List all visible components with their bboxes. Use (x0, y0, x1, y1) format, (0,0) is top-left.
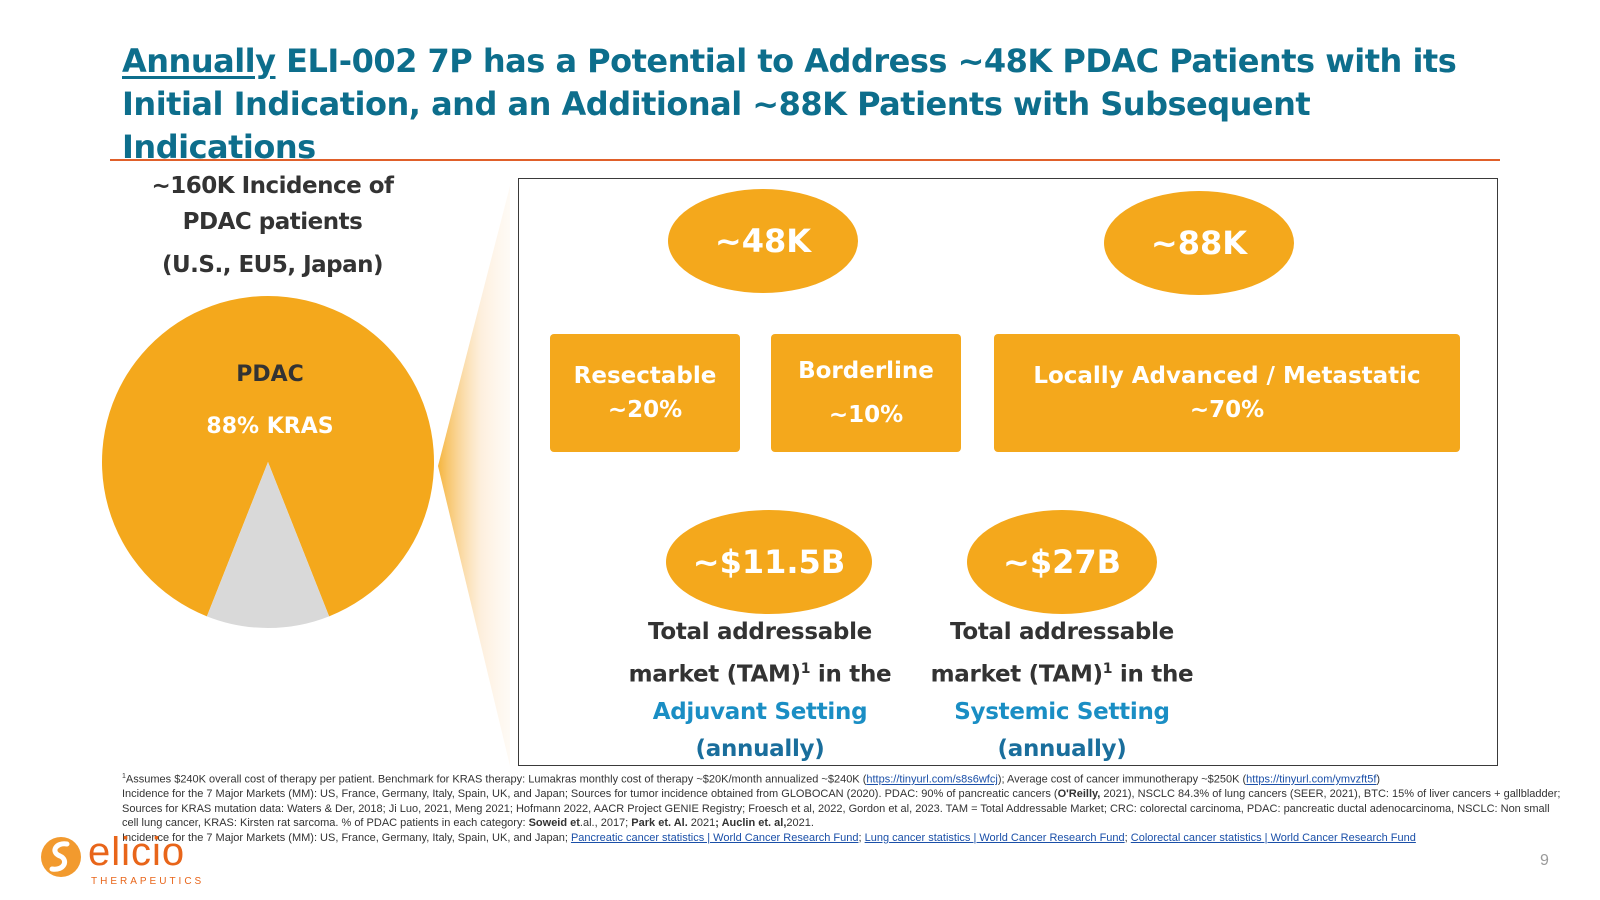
oval-48k: ~48K (668, 189, 858, 293)
footnote-2-text-e: 2021. (786, 817, 814, 830)
market-panel (518, 178, 1498, 766)
tam-adjuvant-annually: (annually) (695, 735, 825, 762)
link-lung-stats[interactable]: Lung cancer statistics | World Cancer Re… (864, 831, 1125, 844)
footnote-2-bold-3: Park et. Al. (631, 817, 688, 830)
tam-adjuvant-text: Total addressable market (TAM)1 in the A… (610, 614, 910, 768)
footnote-2-bold-4: ; Auclin et. al, (715, 817, 787, 830)
logo-wordmark: elicio (88, 830, 186, 874)
footnote-1-text-b: ); Average cost of cancer immunotherapy … (997, 773, 1247, 786)
footnote-2-bold-1: O'Reilly, (1057, 788, 1101, 801)
elicio-logo-icon (41, 837, 81, 877)
logo-subtitle: THERAPEUTICS (91, 876, 205, 887)
tam-adjuvant-market: market (TAM) (628, 661, 801, 688)
oval-88k: ~88K (1104, 191, 1294, 295)
footnote-3-text: Incidence for the 7 Major Markets (MM): … (122, 831, 571, 844)
borderline-name: Borderline (798, 358, 934, 384)
pie-label-pdac: PDAC (236, 362, 304, 387)
title-underlined-word: Annually (122, 42, 276, 80)
box-resectable: Resectable ~20% (550, 334, 740, 452)
incidence-heading: ~160K Incidence of PDAC patients (U.S., … (105, 168, 440, 280)
tam-adjuvant-in-the: in the (810, 661, 892, 688)
footnote-3-sep-2: ; (1124, 831, 1131, 844)
footnote-1-text-a: Assumes $240K overall cost of therapy pe… (125, 773, 867, 786)
box-locally-advanced: Locally Advanced / Metastatic ~70% (994, 334, 1460, 452)
tam-adjuvant-footnote-ref: 1 (800, 661, 811, 677)
incidence-line-2: PDAC patients (182, 209, 363, 235)
tam-adjuvant-line1: Total addressable (648, 619, 872, 645)
footnotes: 1Assumes $240K overall cost of therapy p… (122, 770, 1562, 845)
footnote-1-marker: 1 (122, 773, 126, 780)
tam-systemic-in-the: in the (1112, 661, 1194, 688)
pie-slice-kras (102, 296, 435, 617)
pie-slice-other (206, 462, 330, 629)
tam-adjuvant-line2: market (TAM)1 in the (610, 651, 910, 694)
footnote-1-text-c: ) (1376, 773, 1381, 786)
zoom-wedge (438, 186, 510, 766)
borderline-pct: ~10% (828, 402, 904, 428)
tam-systemic-line2: market (TAM)1 in the (912, 651, 1212, 694)
footnote-2-bold-2: Soweid et (528, 817, 580, 830)
link-lumakras-cost[interactable]: https://tinyurl.com/s8s6wfcj (866, 773, 998, 786)
page-number: 9 (1540, 852, 1549, 869)
oval-tam-systemic: ~$27B (967, 510, 1157, 614)
tam-systemic-market: market (TAM) (930, 661, 1103, 688)
footnote-2: Incidence for the 7 Major Markets (MM): … (122, 787, 1562, 831)
footnote-2-text-c: .al., 2017; (579, 817, 632, 830)
incidence-line-1: ~160K Incidence of (151, 173, 394, 199)
footnote-3: Incidence for the 7 Major Markets (MM): … (122, 831, 1562, 846)
link-colorectal-stats[interactable]: Colorectal cancer statistics | World Can… (1130, 831, 1416, 844)
advanced-name: Locally Advanced / Metastatic (1033, 363, 1421, 389)
title-text: ELI-002 7P has a Potential to Address ~4… (122, 42, 1457, 166)
tam-systemic-setting: Systemic Setting (954, 698, 1170, 725)
footnote-2-text-b: 2021), NSCLC 84.3% of lung cancers (SEER… (122, 788, 1561, 830)
footnote-2-text-a: Incidence for the 7 Major Markets (MM): … (122, 788, 1058, 801)
tam-systemic-line1: Total addressable (950, 619, 1174, 645)
tam-systemic-text: Total addressable market (TAM)1 in the S… (912, 614, 1212, 768)
link-pancreatic-stats[interactable]: Pancreatic cancer statistics | World Can… (570, 831, 859, 844)
incidence-region: (U.S., EU5, Japan) (161, 252, 384, 278)
tam-systemic-footnote-ref: 1 (1102, 661, 1113, 677)
pie-label-kras: 88% KRAS (206, 414, 334, 439)
resectable-name: Resectable (573, 363, 717, 389)
title-divider (110, 159, 1500, 161)
oval-tam-adjuvant: ~$11.5B (666, 510, 872, 614)
advanced-pct: ~70% (1189, 397, 1265, 423)
link-immunotherapy-cost[interactable]: https://tinyurl.com/ymvzft5f (1246, 773, 1377, 786)
footnote-1: 1Assumes $240K overall cost of therapy p… (122, 770, 1562, 787)
tam-systemic-annually: (annually) (997, 735, 1127, 762)
slide-title: Annually ELI-002 7P has a Potential to A… (122, 40, 1482, 169)
footnote-2-text-d: 2021 (687, 817, 716, 830)
tam-adjuvant-setting: Adjuvant Setting (652, 698, 868, 725)
box-borderline: Borderline ~10% (771, 334, 961, 452)
footnote-3-sep-1: ; (858, 831, 865, 844)
resectable-pct: ~20% (607, 397, 683, 423)
